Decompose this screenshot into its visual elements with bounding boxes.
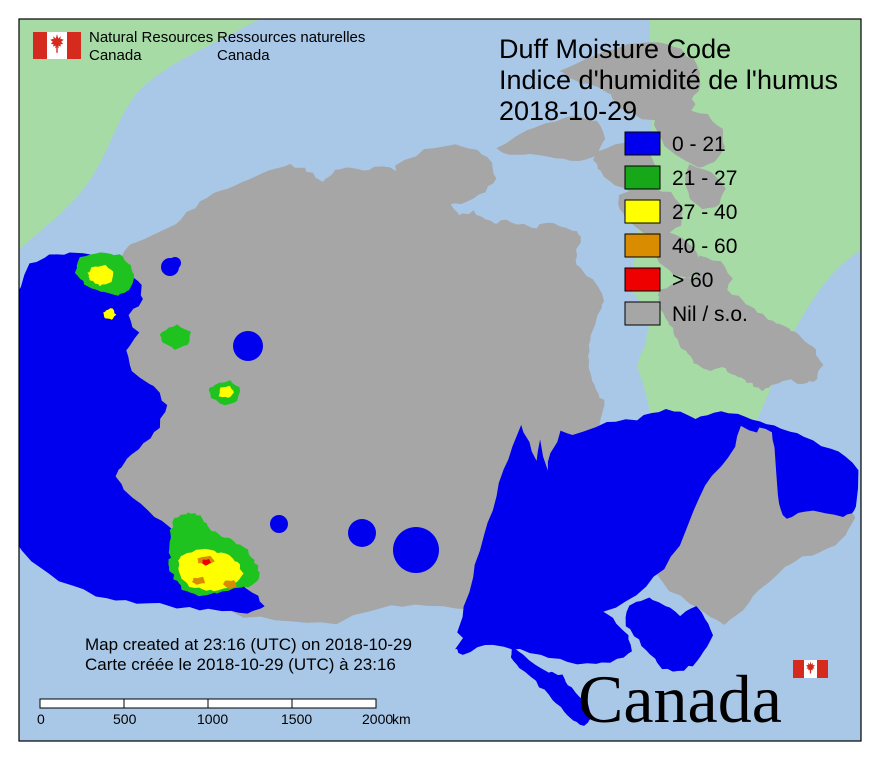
svg-text:Nil / s.o.: Nil / s.o. xyxy=(672,303,748,326)
svg-text:Map created at 23:16 (UTC) on: Map created at 23:16 (UTC) on 2018-10-29 xyxy=(85,635,412,654)
svg-text:Ressources naturelles: Ressources naturelles xyxy=(217,29,365,46)
svg-text:27 - 40: 27 - 40 xyxy=(672,201,737,224)
svg-text:Carte créée le 2018-10-29 (UTC: Carte créée le 2018-10-29 (UTC) à 23:16 xyxy=(85,655,396,674)
svg-text:0: 0 xyxy=(37,711,45,727)
svg-text:Canada: Canada xyxy=(578,661,782,737)
svg-text:km: km xyxy=(392,711,411,727)
svg-text:2018-10-29: 2018-10-29 xyxy=(499,96,637,126)
svg-text:Natural Resources: Natural Resources xyxy=(89,29,213,46)
svg-text:1500: 1500 xyxy=(281,711,312,727)
svg-text:21 - 27: 21 - 27 xyxy=(672,167,737,190)
svg-text:Duff Moisture Code: Duff Moisture Code xyxy=(499,34,731,64)
svg-text:40 - 60: 40 - 60 xyxy=(672,235,737,258)
svg-text:2000: 2000 xyxy=(362,711,393,727)
svg-text:> 60: > 60 xyxy=(672,269,713,292)
svg-text:0 - 21: 0 - 21 xyxy=(672,133,726,156)
svg-text:1000: 1000 xyxy=(197,711,228,727)
svg-text:Indice d'humidité de l'humus: Indice d'humidité de l'humus xyxy=(499,65,838,95)
svg-text:500: 500 xyxy=(113,711,137,727)
svg-text:Canada: Canada xyxy=(89,47,142,64)
svg-text:Canada: Canada xyxy=(217,47,270,64)
